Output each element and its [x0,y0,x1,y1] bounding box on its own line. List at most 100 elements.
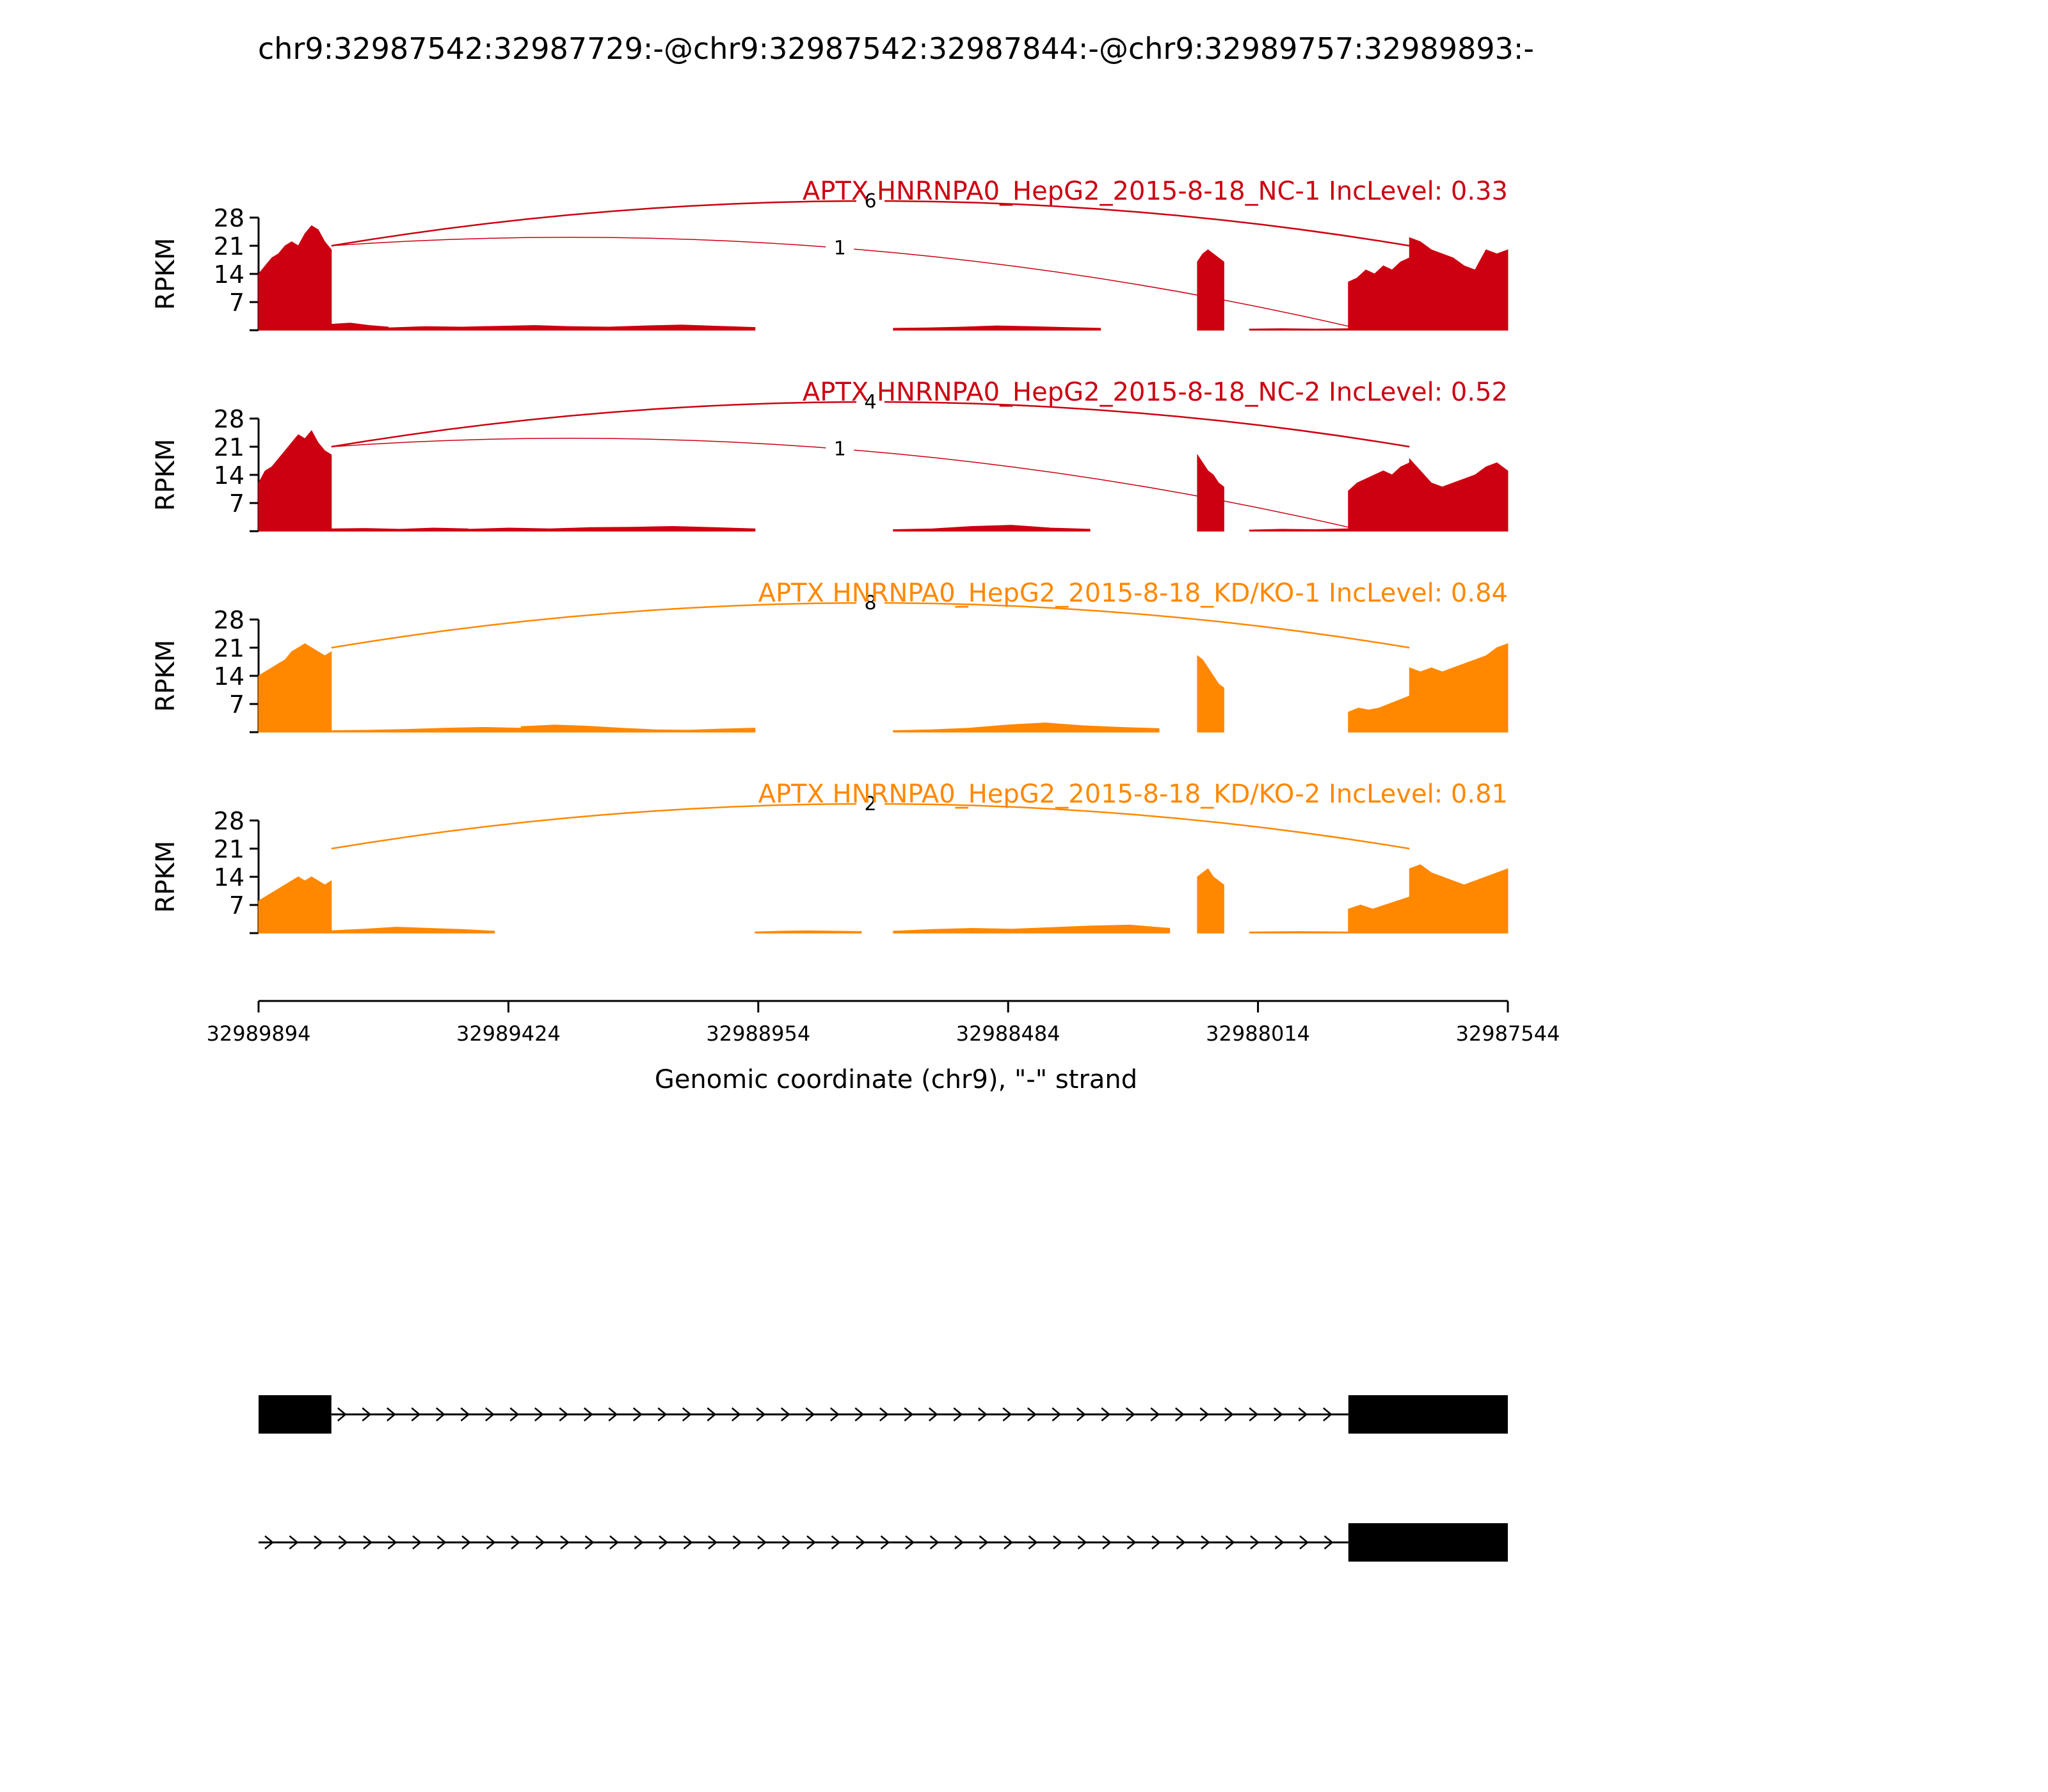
coverage-block [1197,868,1224,934]
coverage-block [388,324,756,331]
strand-arrow [829,1407,840,1421]
strand-arrow [1299,1535,1309,1549]
strand-arrow [1298,1407,1308,1421]
y-tick-label: 14 [214,260,244,289]
strand-arrow [954,1535,964,1549]
strand-arrow [509,1407,520,1421]
strand-arrow [905,1535,915,1549]
junction-read-count: 8 [865,592,877,614]
y-tick-label: 28 [214,606,244,634]
coverage-block [1197,655,1224,733]
strand-arrow [608,1407,618,1421]
strand-arrow [535,1535,545,1549]
coverage-block [1409,864,1508,934]
coverage-block [258,643,332,733]
strand-arrow [632,1407,643,1421]
strand-arrow [1201,1535,1210,1549]
strand-arrow [657,1407,668,1421]
strand-arrow [929,1535,940,1549]
chart-title: chr9:32987542:32987729:-@chr9:32987542:3… [258,31,1534,66]
coverage-block [1348,896,1410,934]
exon-block [259,1395,332,1434]
strand-arrow [1027,1407,1037,1421]
strand-arrow [1002,1407,1012,1421]
coverage-block [331,323,389,331]
strand-arrow [682,1407,692,1421]
y-tick-label: 28 [214,204,244,232]
strand-arrow [781,1535,792,1549]
x-axis: 32989894 32989424 32988954 32988484 32988014… [207,1000,1560,1046]
strand-arrow [831,1535,841,1549]
y-tick-label: 21 [214,433,244,461]
y-tick-label: 14 [214,461,244,490]
y-axis-label: RPKM [151,640,180,712]
strand-arrow [708,1535,717,1549]
strand-arrow [1199,1407,1210,1421]
coverage-block [331,927,495,934]
strand-arrow [880,1535,890,1549]
x-tick-label: 32989424 [456,1021,561,1046]
strand-arrow [856,1535,865,1549]
coverage-block [1249,931,1349,934]
strand-arrow [337,1407,347,1421]
coverage-block [258,225,332,331]
y-tick-label: 28 [214,405,244,433]
coverage-block [467,525,756,532]
coverage-block [1348,695,1410,733]
junction-label-bg [826,236,854,257]
strand-arrow [387,1535,397,1549]
coverage-block [1409,643,1508,733]
strand-arrow [879,1407,889,1421]
strand-arrow [436,1535,447,1549]
junction-label-bg [856,390,885,411]
coverage-block [520,724,756,733]
strand-arrow [928,1407,938,1421]
strand-arrow [1125,1407,1135,1421]
junction-label-bg [826,437,854,458]
y-tick-label: 21 [214,835,244,863]
x-tick-label: 32988954 [706,1021,810,1046]
y-tick-label: 28 [214,807,244,835]
y-axis-label: RPKM [151,238,180,310]
strand-arrow [1052,1407,1062,1421]
strand-arrow [1176,1535,1186,1549]
junction-label-bg [856,189,885,210]
y-axis-label: RPKM [151,439,180,511]
strand-arrow [732,1535,742,1549]
strand-arrow [584,1535,595,1549]
strand-arrow [1249,1407,1259,1421]
strand-arrow [1224,1407,1234,1421]
strand-arrow [1151,1535,1161,1549]
junction-read-count: 1 [834,438,846,460]
strand-arrow [1004,1535,1013,1549]
coverage-block [893,525,1091,532]
strand-arrow [780,1407,790,1421]
coverage-block [1249,528,1349,532]
strand-arrow [979,1535,989,1549]
junction-read-count: 4 [865,391,877,413]
strand-arrow [559,1407,569,1421]
junction-read-count: 6 [865,190,877,212]
strand-arrow [707,1407,717,1421]
strand-arrow [362,1407,372,1421]
coverage-block [893,924,1171,934]
y-tick-label: 21 [214,634,244,662]
strand-arrow [1225,1535,1235,1549]
coverage-block [258,430,332,532]
x-tick-label: 32987544 [1456,1021,1560,1046]
junction-label-bg [856,591,885,612]
coverage-block [1348,462,1410,532]
x-axis-label: Genomic coordinate (chr9), "-" strand [655,1065,1137,1094]
coverage-block [755,930,862,934]
strand-arrow [386,1407,396,1421]
strand-arrow [805,1407,815,1421]
coverage-block [258,876,332,934]
strand-arrow [1126,1535,1137,1549]
coverage-block [1197,453,1224,532]
strand-arrow [609,1535,619,1549]
strand-arrow [1101,1407,1111,1421]
